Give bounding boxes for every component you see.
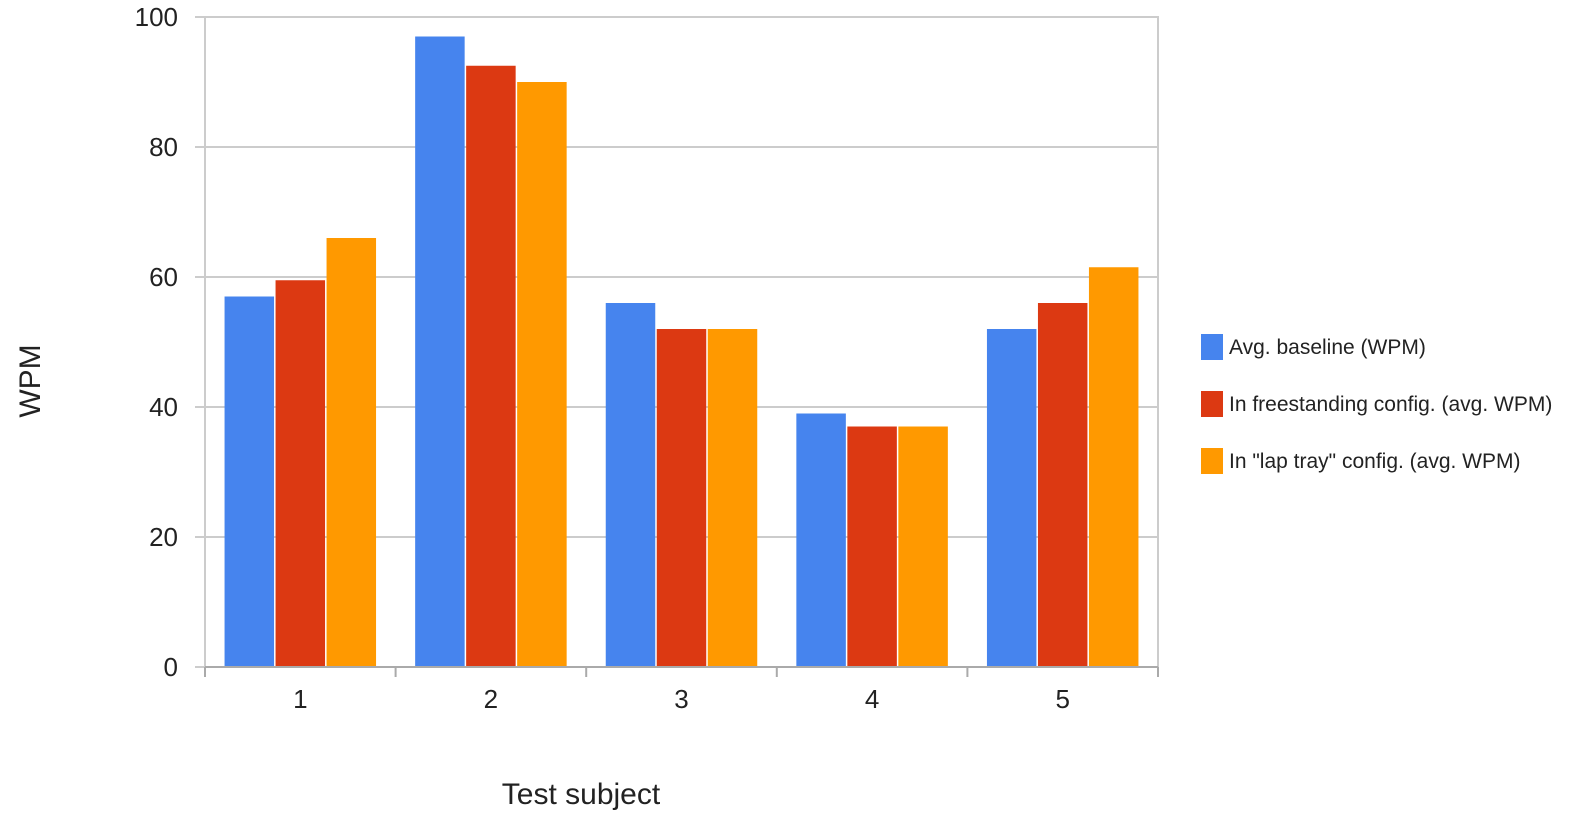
bar-subject-1-series-1 — [224, 296, 275, 667]
legend-swatch — [1201, 391, 1223, 417]
x-axis-tick-labels: 1 2 3 4 5 — [293, 684, 1070, 714]
x-tick-label: 1 — [293, 684, 307, 714]
legend-swatch — [1201, 334, 1223, 360]
y-tick-label: 0 — [164, 652, 178, 682]
x-tick-label: 5 — [1055, 684, 1069, 714]
legend-label: Avg. baseline (WPM) — [1229, 336, 1426, 359]
x-tick-label: 3 — [674, 684, 688, 714]
legend-swatch — [1201, 448, 1223, 474]
legend: Avg. baseline (WPM) In freestanding confi… — [1201, 334, 1552, 474]
y-tick-label: 80 — [149, 132, 178, 162]
bar-subject-2-series-1 — [415, 36, 465, 667]
bar-subject-1-series-2 — [275, 280, 326, 667]
bar-subject-5-series-3 — [1088, 267, 1139, 667]
y-tick-label: 100 — [135, 2, 178, 32]
bar-subject-4-series-1 — [796, 413, 846, 667]
bar-subject-5-series-1 — [986, 329, 1037, 667]
bar-subject-4-series-3 — [898, 426, 948, 667]
bar-subject-1-series-3 — [326, 238, 377, 667]
y-axis-tick-labels: 0 20 40 60 80 100 — [135, 2, 178, 682]
bar-subject-3-series-3 — [707, 329, 758, 667]
bar-subject-2-series-2 — [466, 65, 516, 667]
y-axis-title: WPM — [14, 344, 47, 417]
legend-label: In freestanding config. (avg. WPM) — [1229, 393, 1552, 416]
legend-label: In "lap tray" config. (avg. WPM) — [1229, 450, 1521, 473]
y-tick-label: 40 — [149, 392, 178, 422]
x-tick-label: 4 — [865, 684, 879, 714]
bars — [224, 36, 1139, 667]
axes — [204, 666, 1159, 677]
y-tick-label: 60 — [149, 262, 178, 292]
bar-subject-4-series-2 — [847, 426, 897, 667]
x-tick-label: 2 — [484, 684, 498, 714]
bar-subject-2-series-3 — [517, 82, 567, 667]
bar-subject-3-series-2 — [656, 329, 707, 667]
y-tick-label: 20 — [149, 522, 178, 552]
x-axis-title: Test subject — [502, 778, 661, 811]
bar-subject-5-series-2 — [1037, 303, 1088, 667]
bar-subject-3-series-1 — [605, 303, 656, 667]
